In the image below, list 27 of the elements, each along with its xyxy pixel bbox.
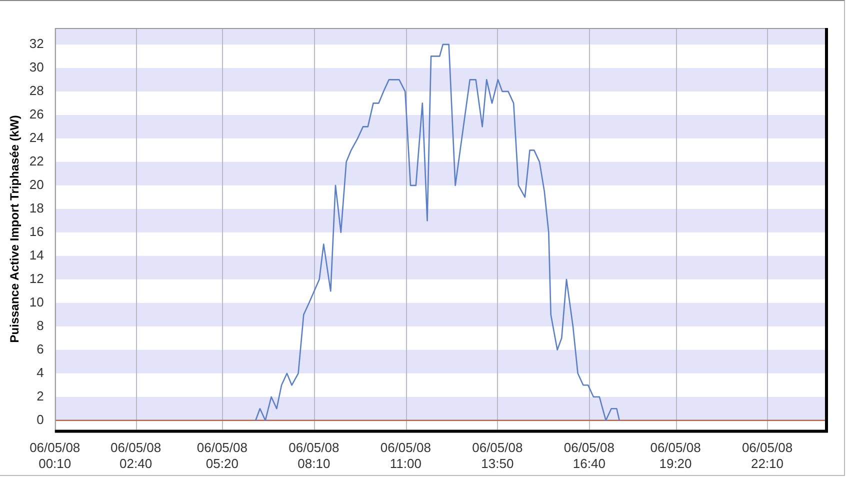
y-tick-label: 14 [29, 248, 44, 262]
y-axis-title: Puissance Active Import Triphasée (kW) [8, 115, 22, 343]
x-tick-label: 06/05/08 22:10 [742, 440, 793, 471]
y-tick-label: 10 [29, 294, 44, 310]
x-tick-label: 06/05/08 16:40 [564, 440, 614, 471]
y-tick-label: 22 [29, 154, 44, 169]
y-tick-label: 18 [29, 200, 44, 216]
y-tick-label: 20 [29, 177, 44, 192]
y-tick-label: 2 [36, 388, 44, 404]
x-tick-label: 06/05/08 19:20 [650, 440, 701, 471]
y-tick-label: 6 [36, 341, 44, 356]
y-tick-label: 32 [29, 36, 44, 52]
y-tick-label: 24 [29, 130, 44, 146]
y-tick-label: 30 [29, 60, 44, 75]
y-tick-label: 12 [29, 270, 44, 286]
x-tick-label: 06/05/08 00:10 [30, 440, 80, 471]
x-tick-label: 06/05/08 08:10 [288, 440, 340, 471]
y-tick-label: 26 [29, 106, 44, 122]
x-tick-label: 06/05/08 13:50 [472, 440, 523, 471]
y-tick-label: 8 [36, 318, 44, 333]
x-tick-label: 06/05/08 02:40 [110, 440, 162, 471]
y-tick-label: 28 [29, 83, 44, 98]
x-tick-label: 06/05/08 05:20 [196, 440, 248, 471]
x-tick-label: 06/05/08 11:00 [380, 440, 431, 471]
y-tick-label: 4 [36, 364, 44, 380]
y-tick-label: 0 [36, 412, 44, 427]
y-tick-label: 16 [29, 224, 44, 240]
